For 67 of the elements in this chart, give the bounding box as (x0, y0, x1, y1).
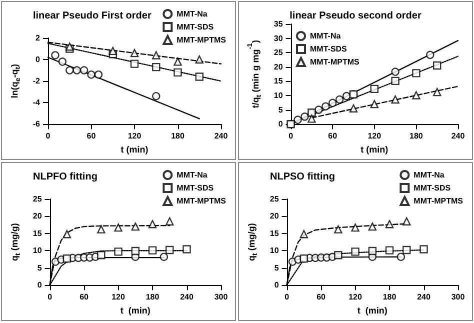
y-tick-label: 2 (36, 34, 41, 42)
x-tick-label: 0 (284, 292, 290, 302)
y-tick-label: 10 (270, 246, 280, 256)
y-tick-label: 0 (36, 55, 41, 64)
y-tick-label: 10 (32, 246, 42, 256)
x-axis-title: t (min) (120, 144, 148, 154)
y-tick-label: 5 (278, 105, 284, 114)
y-tick-label: -4 (32, 98, 41, 108)
y-tick-label: 0 (274, 280, 280, 290)
y-tick-label: 35 (274, 20, 284, 28)
x-axis-title: t (min) (357, 306, 388, 316)
x-tick-label: 180 (410, 132, 424, 141)
legend-label: MMT-SDS (176, 22, 214, 32)
x-tick-label: 0 (48, 292, 53, 302)
y-tick-label: 15 (32, 228, 42, 238)
chart-title: NLPFO fitting (33, 172, 98, 182)
x-axis-title: t (min) (360, 144, 388, 154)
y-tick-label: 15 (270, 228, 280, 238)
x-tick-label: 180 (146, 292, 160, 302)
x-tick-label: 300 (214, 292, 228, 302)
x-tick-label: 120 (128, 132, 142, 141)
x-tick-label: 0 (288, 132, 294, 141)
legend-label: MMT-SDS (176, 184, 214, 192)
legend-label: MMT-Na (176, 10, 208, 18)
x-tick-label: 120 (112, 292, 126, 302)
x-tick-label: 60 (328, 132, 338, 141)
y-tick-label: 25 (274, 48, 284, 58)
x-tick-label: 60 (86, 132, 96, 141)
x-tick-label: 120 (368, 132, 382, 141)
y-tick-label: 5 (37, 263, 42, 272)
legend-label: MMT-Na (310, 32, 342, 40)
y-tick-label: 5 (274, 263, 280, 272)
x-axis-title: t (min) (120, 306, 150, 316)
x-tick-label: 240 (214, 132, 228, 141)
y-tick-label: 20 (274, 62, 284, 72)
y-tick-label: 0 (37, 280, 42, 290)
legend-label: MMT-Na (176, 170, 208, 180)
y-tick-label: 20 (270, 212, 280, 221)
y-tick-label: 0 (278, 120, 284, 129)
legend-label: MMT-Na (414, 170, 445, 180)
y-tick-label: 10 (274, 91, 284, 100)
legend-label: MMT-MPTMS (176, 196, 227, 206)
x-tick-label: 300 (451, 292, 466, 302)
y-tick-label: 30 (274, 34, 284, 43)
y-tick-label: -6 (32, 120, 41, 129)
x-tick-label: 180 (171, 132, 185, 141)
legend-label: MMT-MPTMS (310, 58, 360, 66)
y-tick-label: 20 (32, 212, 42, 221)
x-tick-label: 240 (417, 292, 431, 302)
chart-title: linear Pseudo First order (33, 10, 152, 22)
x-tick-label: 60 (316, 292, 326, 302)
chart-title: NLPSO fitting (270, 172, 335, 182)
y-tick-label: 25 (270, 194, 280, 204)
x-tick-label: 240 (451, 132, 466, 141)
x-tick-label: 60 (80, 292, 90, 302)
x-tick-label: 120 (348, 292, 362, 302)
legend-label: MMT-MPTMS (414, 196, 464, 206)
x-tick-label: 240 (180, 292, 194, 302)
y-tick-label: 25 (32, 194, 42, 204)
x-tick-label: 180 (382, 292, 397, 302)
y-tick-label: -2 (32, 76, 41, 86)
legend-label: MMT-SDS (414, 184, 452, 192)
chart-title: linear Pseudo second order (290, 10, 422, 22)
x-tick-label: 0 (46, 132, 51, 141)
y-tick-label: 15 (274, 76, 284, 86)
legend-label: MMT-MPTMS (176, 36, 227, 44)
legend-label: MMT-SDS (310, 44, 348, 54)
